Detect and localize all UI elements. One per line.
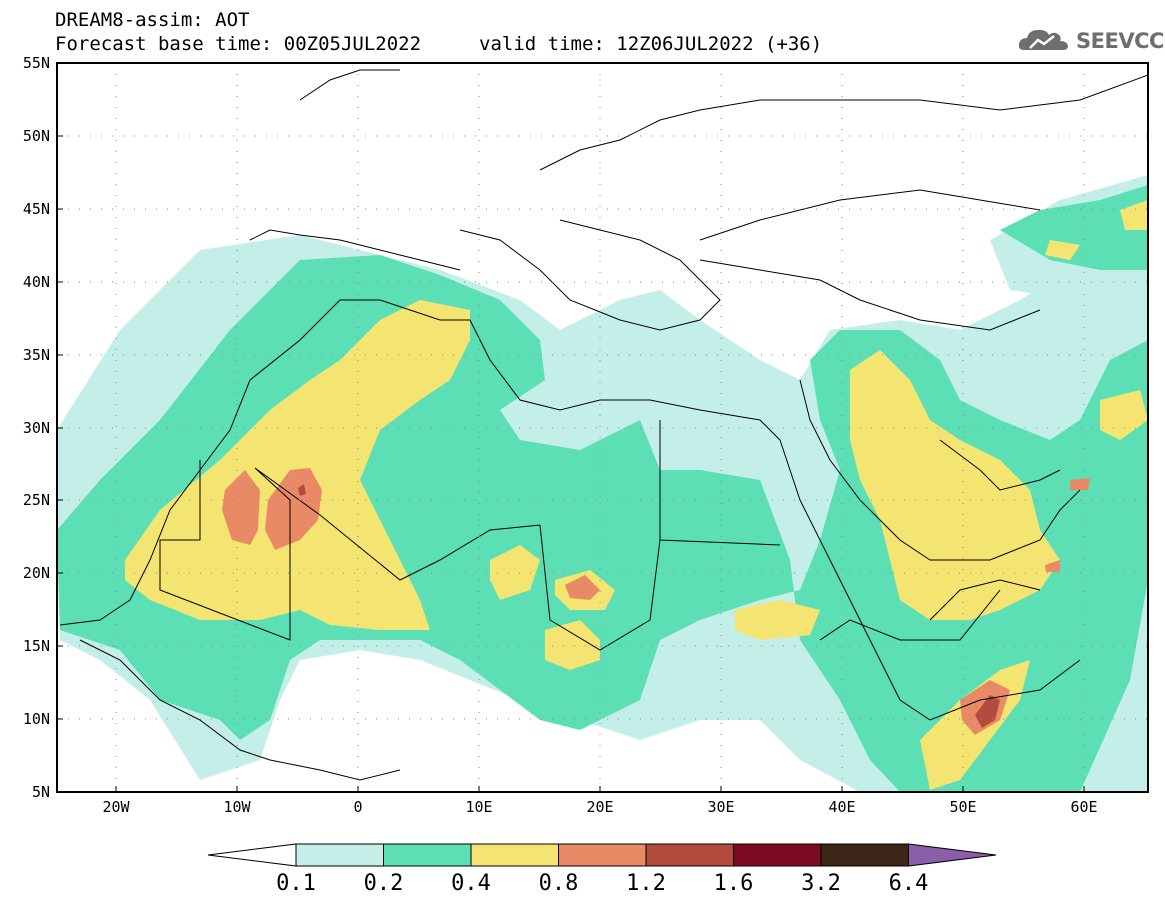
colorbar bbox=[207, 843, 997, 867]
lon-label-0: 0 bbox=[353, 798, 362, 816]
lon-label-20w: 20W bbox=[102, 798, 130, 816]
aot-contour-0.8 bbox=[222, 468, 1090, 735]
longitude-labels: 20W 10W 0 10E 20E 30E 40E 50E 60E bbox=[102, 798, 1097, 816]
colorbar-label: 3.2 bbox=[801, 871, 841, 896]
base-time-text: Forecast base time: 00Z05JUL2022 bbox=[55, 33, 422, 55]
colorbar-segment-3.2 bbox=[820, 843, 909, 867]
coastlines bbox=[59, 69, 1148, 781]
colorbar-label: 6.4 bbox=[889, 871, 929, 896]
lat-label-55n: 55N bbox=[23, 54, 50, 72]
seevccc-logo: SEEVCCC bbox=[1018, 24, 1165, 56]
axis-ticks bbox=[57, 62, 1085, 793]
aot-field bbox=[57, 63, 1148, 792]
lon-label-40e: 40E bbox=[828, 798, 855, 816]
logo-text: SEEVCCC bbox=[1076, 29, 1165, 53]
colorbar-label: 0.1 bbox=[276, 871, 316, 896]
lat-label-50n: 50N bbox=[23, 127, 50, 145]
lon-label-50e: 50E bbox=[949, 798, 976, 816]
lat-label-5n: 5N bbox=[32, 783, 50, 801]
colorbar-segment-1.2 bbox=[645, 843, 734, 867]
colorbar-labels: 0.1 0.2 0.4 0.8 1.2 1.6 3.2 6.4 bbox=[276, 871, 928, 896]
cloud-icon bbox=[1018, 29, 1068, 50]
colorbar-segment-0.8 bbox=[558, 843, 647, 867]
lon-label-10e: 10E bbox=[465, 798, 492, 816]
colorbar-label: 1.6 bbox=[714, 871, 754, 896]
lat-label-30n: 30N bbox=[23, 419, 50, 437]
colorbar-segment-0.2 bbox=[383, 843, 472, 867]
forecast-base-time: Forecast base time: 00Z05JUL2022 valid ti… bbox=[55, 33, 822, 55]
lat-label-20n: 20N bbox=[23, 564, 50, 582]
lat-label-10n: 10N bbox=[23, 710, 50, 728]
colorbar-label: 0.4 bbox=[451, 871, 491, 896]
colorbar-segment-below-0.1 bbox=[207, 843, 297, 867]
lon-label-30e: 30E bbox=[707, 798, 734, 816]
lat-label-40n: 40N bbox=[23, 273, 50, 291]
lat-label-25n: 25N bbox=[23, 491, 50, 509]
colorbar-label: 1.2 bbox=[626, 871, 666, 896]
latitude-labels: 55N 50N 45N 40N 35N 30N 25N 20N 15N 10N … bbox=[23, 54, 50, 801]
lon-label-20e: 20E bbox=[586, 798, 613, 816]
lat-label-15n: 15N bbox=[23, 637, 50, 655]
colorbar-segment-above-6.4 bbox=[908, 843, 997, 867]
colorbar-segment-0.4 bbox=[470, 843, 559, 867]
valid-time-text: valid time: 12Z06JUL2022 (+36) bbox=[479, 33, 823, 55]
lat-label-35n: 35N bbox=[23, 346, 50, 364]
colorbar-label: 0.2 bbox=[364, 871, 404, 896]
colorbar-segment-1.6 bbox=[733, 843, 822, 867]
colorbar-label: 0.8 bbox=[539, 871, 579, 896]
lon-label-10w: 10W bbox=[223, 798, 251, 816]
colorbar-segment-0.1 bbox=[295, 843, 384, 867]
lon-label-60e: 60E bbox=[1070, 798, 1097, 816]
map-gridlines bbox=[57, 63, 1148, 792]
map-title: DREAM8-assim: AOT bbox=[55, 9, 250, 31]
lat-label-45n: 45N bbox=[23, 200, 50, 218]
aot-contour-1.2 bbox=[298, 484, 1000, 728]
